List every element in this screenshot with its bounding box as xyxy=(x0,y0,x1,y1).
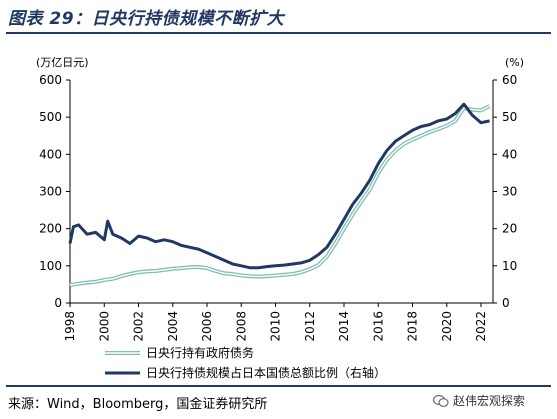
x-tick-label: 2008 xyxy=(234,311,248,342)
y-right-tick-label: 10 xyxy=(502,259,517,273)
x-tick-label: 2004 xyxy=(166,311,180,342)
legend-label: 日央行持债规模占日本国债总额比例（右轴） xyxy=(146,365,386,380)
y-left-tick-label: 500 xyxy=(39,110,62,124)
y-left-tick-label: 600 xyxy=(39,73,62,87)
chart-title: 图表 29：日央行持债规模不断扩大 xyxy=(8,9,285,29)
y-right-tick-label: 60 xyxy=(502,73,517,87)
footer-divider xyxy=(6,385,551,387)
y-right-tick-label: 40 xyxy=(502,147,517,161)
y-left-tick-label: 0 xyxy=(54,296,62,310)
chart-series xyxy=(68,102,491,288)
series-holding-ratio-line xyxy=(68,102,490,270)
x-tick-label: 2000 xyxy=(97,311,111,342)
right-axis-unit: (%) xyxy=(505,56,524,69)
series-gov-debt-holdings-line xyxy=(69,105,490,286)
y-left-tick-label: 300 xyxy=(39,185,62,199)
chart-axes: 0 100 200 300 400 500 600 0 10 20 30 40 50 60 1998 2000… xyxy=(39,73,517,342)
legend-label: 日央行持有政府债务 xyxy=(146,345,254,360)
x-tick-label: 2022 xyxy=(474,311,488,342)
x-tick-label: 2016 xyxy=(371,311,385,342)
wechat-icon xyxy=(433,394,449,407)
x-tick-label: 2010 xyxy=(269,311,283,342)
x-tick-label: 2018 xyxy=(406,311,420,342)
x-tick-label: 1998 xyxy=(63,311,77,342)
left-axis-unit: (万亿日元) xyxy=(36,56,89,69)
x-tick-label: 2014 xyxy=(337,311,351,342)
watermark-label: 赵伟宏观探索 xyxy=(453,394,526,408)
title-divider xyxy=(6,32,551,34)
y-right-tick-label: 20 xyxy=(502,222,517,236)
x-tick-label: 2006 xyxy=(200,311,214,342)
y-right-tick-label: 0 xyxy=(502,296,510,310)
source-note: 来源：Wind，Bloomberg，国金证券研究所 xyxy=(8,397,268,412)
x-tick-label: 2012 xyxy=(303,311,317,342)
x-tick-label: 2002 xyxy=(132,311,146,342)
watermark: 赵伟宏观探索 xyxy=(433,392,525,409)
y-left-tick-label: 100 xyxy=(39,259,62,273)
y-left-tick-label: 200 xyxy=(39,222,62,236)
y-right-tick-label: 30 xyxy=(502,185,517,199)
y-left-tick-label: 400 xyxy=(39,147,62,161)
y-right-tick-label: 50 xyxy=(502,110,517,124)
x-tick-label: 2020 xyxy=(440,311,454,342)
line-chart: (万亿日元) (%) 0 100 200 300 400 500 600 0 10 20 30 40 5… xyxy=(36,56,524,380)
